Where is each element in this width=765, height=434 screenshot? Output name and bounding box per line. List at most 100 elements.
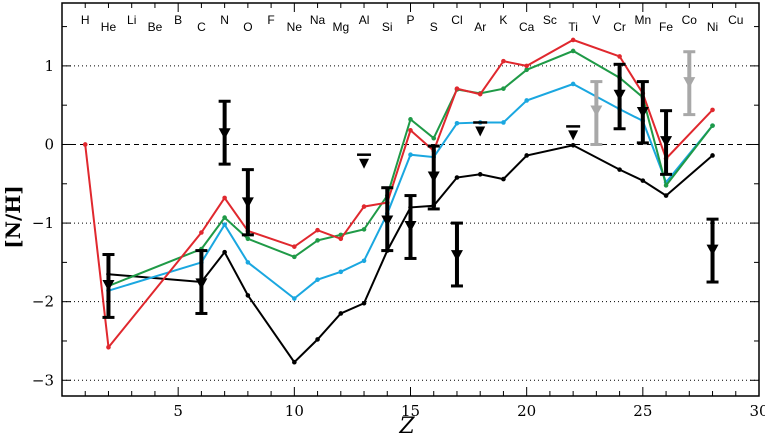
observation-z16 bbox=[427, 144, 440, 211]
data-point-blue bbox=[292, 296, 297, 301]
element-label-h: H bbox=[81, 13, 90, 27]
data-point-red bbox=[524, 63, 529, 69]
data-point-green bbox=[361, 227, 367, 232]
data-point-blue bbox=[222, 222, 227, 227]
element-label-si: Si bbox=[382, 20, 393, 34]
data-point-green bbox=[663, 183, 669, 188]
data-point-green bbox=[292, 254, 297, 260]
data-point-red bbox=[199, 230, 204, 235]
observation-z24 bbox=[613, 62, 626, 131]
data-point-green bbox=[710, 123, 715, 128]
upper-limit-z22 bbox=[566, 125, 581, 141]
element-label-fe: Fe bbox=[659, 20, 673, 34]
element-label-mn: Mn bbox=[634, 13, 651, 27]
data-point-red bbox=[710, 107, 715, 113]
observation-marker bbox=[381, 215, 394, 227]
data-point-green bbox=[315, 238, 320, 243]
observation-marker bbox=[218, 128, 231, 140]
data-point-red bbox=[338, 236, 344, 242]
observation-z26 bbox=[660, 109, 673, 176]
data-point-black bbox=[640, 178, 646, 183]
observation-z2 bbox=[102, 253, 115, 319]
element-label-ni: Ni bbox=[707, 20, 718, 34]
element-label-n: N bbox=[220, 13, 229, 27]
element-label-be: Be bbox=[148, 20, 163, 34]
element-label-co: Co bbox=[682, 13, 698, 27]
y-axis-title: [N/H] bbox=[1, 185, 25, 248]
x-tick-label: 30 bbox=[749, 402, 765, 420]
element-label-ne: Ne bbox=[287, 20, 303, 34]
element-label-s: S bbox=[430, 20, 438, 34]
observation-marker bbox=[706, 244, 719, 256]
element-label-na: Na bbox=[310, 13, 326, 27]
data-point-green bbox=[245, 236, 251, 242]
y-tick-label: −1 bbox=[32, 214, 54, 232]
element-label-ar: Ar bbox=[474, 20, 486, 34]
data-point-black bbox=[245, 293, 251, 298]
element-label-c: C bbox=[197, 20, 206, 34]
observation-marker bbox=[102, 279, 115, 291]
element-label-mg: Mg bbox=[332, 20, 349, 34]
data-point-red bbox=[617, 54, 622, 59]
limit-arrow bbox=[359, 158, 370, 169]
observation-marker bbox=[636, 107, 649, 119]
observation-marker bbox=[195, 278, 208, 290]
x-axis-title: Z bbox=[398, 414, 415, 434]
observation-marker bbox=[660, 136, 673, 148]
element-label-k: K bbox=[499, 13, 507, 27]
data-point-green bbox=[431, 135, 437, 141]
observation-marker bbox=[613, 89, 626, 101]
element-label-sc: Sc bbox=[543, 13, 557, 27]
x-tick-label: 20 bbox=[517, 402, 536, 420]
limit-arrow bbox=[568, 130, 579, 141]
data-point-blue bbox=[524, 98, 529, 103]
data-point-blue bbox=[501, 120, 506, 125]
data-point-green bbox=[570, 48, 576, 54]
observation-marker bbox=[450, 250, 463, 262]
series-blue bbox=[106, 81, 715, 301]
data-point-green bbox=[222, 215, 227, 220]
data-point-blue bbox=[454, 120, 460, 126]
element-label-ti: Ti bbox=[568, 20, 578, 34]
data-point-blue bbox=[338, 269, 344, 275]
data-point-black bbox=[292, 359, 297, 365]
data-point-blue bbox=[315, 277, 320, 282]
limit-arrow bbox=[475, 126, 486, 137]
observation-marker bbox=[590, 105, 603, 117]
x-tick-label: 10 bbox=[285, 402, 304, 420]
observation-z8 bbox=[241, 168, 254, 237]
series-line-green bbox=[108, 49, 714, 287]
data-point-black bbox=[710, 153, 715, 158]
data-point-black bbox=[222, 249, 227, 255]
data-point-blue bbox=[408, 152, 413, 157]
data-point-black bbox=[570, 142, 576, 148]
element-label-al: Al bbox=[359, 13, 370, 27]
observations bbox=[102, 50, 719, 319]
observation-z15 bbox=[404, 194, 417, 260]
observation-z6 bbox=[195, 249, 208, 315]
element-label-o: O bbox=[243, 20, 252, 34]
series-line-blue bbox=[108, 82, 714, 300]
observation-marker bbox=[241, 197, 254, 209]
element-label-p: P bbox=[406, 13, 414, 27]
element-label-cr: Cr bbox=[613, 20, 626, 34]
data-point-red bbox=[477, 91, 483, 97]
y-tick-label: 0 bbox=[44, 135, 54, 153]
observation-z23 bbox=[590, 80, 603, 146]
data-point-black bbox=[501, 176, 506, 182]
observation-marker bbox=[427, 171, 440, 183]
observation-z7 bbox=[218, 99, 231, 166]
data-point-red bbox=[361, 204, 367, 209]
data-point-black bbox=[617, 167, 622, 172]
element-label-b: B bbox=[174, 13, 182, 27]
element-label-f: F bbox=[267, 13, 274, 27]
observation-z17 bbox=[450, 221, 463, 288]
data-point-red bbox=[82, 142, 88, 147]
data-point-black bbox=[454, 175, 460, 180]
observation-marker bbox=[683, 77, 696, 89]
x-tick-label: 5 bbox=[173, 402, 183, 420]
observation-marker bbox=[404, 221, 417, 233]
element-label-cu: Cu bbox=[728, 13, 743, 27]
